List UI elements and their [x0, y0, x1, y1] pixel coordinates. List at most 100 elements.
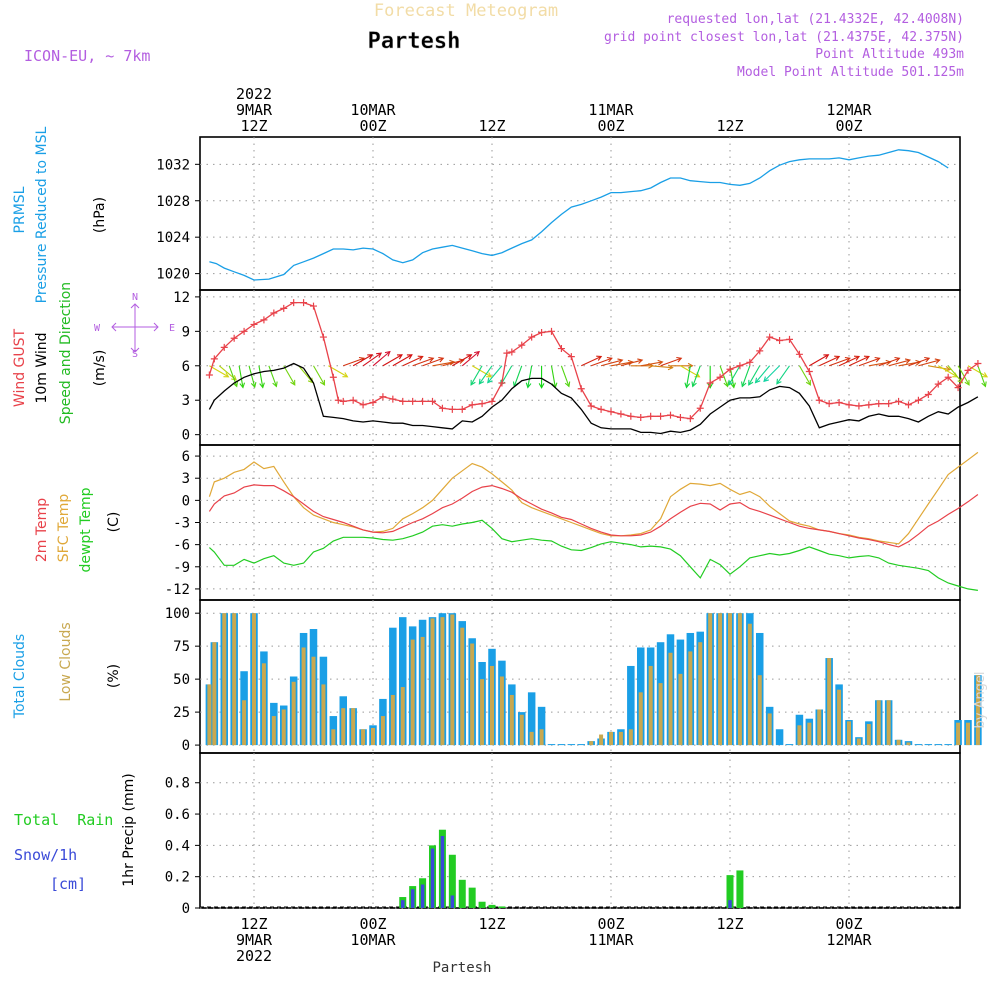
low-cloud-bar	[242, 700, 247, 746]
t2m-label: 2m Temp	[34, 498, 50, 562]
low-cloud-bar	[440, 617, 445, 746]
low-cloud-bar	[529, 731, 534, 746]
wind-speed-line	[208, 362, 979, 435]
low-cloud-bar	[232, 613, 237, 746]
temp-ytick-label: -12	[165, 582, 190, 598]
gust-marker	[458, 405, 466, 413]
wind-arrow	[487, 365, 503, 384]
gust-marker	[736, 362, 744, 370]
gust-marker	[756, 347, 764, 355]
clouds-panel: 0 25 50 75 100	[165, 599, 982, 754]
low-cloud-bar	[847, 721, 851, 746]
wind-arrow	[741, 365, 751, 388]
wind-arrow	[660, 356, 683, 367]
low-cloud-bar	[222, 613, 227, 746]
rain-bar	[736, 870, 744, 908]
wind-arrow-head	[231, 375, 238, 381]
snow-bar	[401, 900, 405, 908]
wind-arrow	[362, 352, 383, 367]
wind-arrow-shaft	[527, 365, 533, 388]
bottom-tick-label: 10MAR	[350, 931, 396, 949]
low-cloud-bar	[956, 722, 961, 746]
wind-arrow-head	[290, 379, 296, 386]
gust-marker	[319, 333, 327, 341]
gust-marker	[448, 405, 456, 413]
wind-arrow-shaft	[513, 365, 523, 387]
wind-arrow-shaft	[268, 365, 277, 387]
wind-arrow-shaft	[392, 354, 413, 367]
gust-marker	[696, 404, 704, 412]
wind-arrow-shaft	[650, 365, 673, 369]
low-cloud-bar	[618, 731, 623, 746]
wind-arrow	[610, 359, 634, 367]
wind-arrow-shaft	[362, 352, 382, 367]
low-cloud-bar	[698, 642, 703, 746]
wind-arrow-head	[763, 376, 769, 383]
wind-arrow-shaft	[763, 365, 780, 382]
wind-arrow-head	[272, 381, 278, 388]
bottom-tick-label: 00Z	[359, 915, 386, 933]
wind-arrow	[957, 365, 970, 386]
snow-bar	[728, 900, 732, 908]
top-tick-label: 00Z	[359, 117, 386, 135]
wind-arrow-head	[934, 358, 941, 364]
wind-unit: (m/s)	[92, 350, 108, 387]
low-cloud-bar	[837, 689, 842, 746]
wind-arrow-head	[723, 381, 729, 388]
wind-arrow	[590, 356, 613, 367]
compass-n: N	[132, 292, 138, 303]
dewpt-line	[208, 519, 978, 591]
wind-arrow	[858, 356, 881, 367]
wind-arrow-shaft	[298, 365, 314, 383]
low-cloud-bar	[906, 742, 911, 746]
low-cloud-bar	[757, 675, 762, 746]
low-cloud-bar	[856, 738, 861, 746]
wind-arrow-head	[657, 359, 664, 366]
wind-10m-label: 10m Wind	[34, 332, 50, 403]
wind-arrow-shaft	[918, 359, 940, 367]
gust-marker	[290, 299, 298, 307]
low-cloud-bar	[896, 739, 901, 746]
low-cloud-bar	[589, 741, 594, 746]
wind-arrow	[819, 355, 841, 367]
wind-arrow-shaft	[372, 351, 391, 367]
wind-arrow	[432, 359, 456, 367]
gust-marker	[587, 402, 595, 410]
gust-marker	[548, 327, 555, 335]
pressure-frame	[199, 136, 961, 291]
wind-arrow-shaft	[828, 357, 851, 367]
wind-arrow	[372, 350, 391, 367]
wind-arrow-head	[406, 354, 413, 360]
top-tick-label: 12Z	[716, 117, 743, 135]
wind-arrow-head	[904, 358, 912, 364]
compass-s: S	[132, 349, 138, 360]
gust-marker	[964, 366, 972, 374]
low-cloud-bar	[966, 722, 970, 746]
low-cloud-bar	[609, 731, 613, 746]
total-cloud-bar	[627, 665, 635, 746]
pressure-ytick-label: 1020	[156, 267, 190, 283]
prmsl-label: PRMSL	[12, 186, 28, 233]
bottom-tick-label: 12Z	[240, 915, 267, 933]
low-cloud-bar	[271, 716, 276, 746]
gust-marker	[835, 399, 843, 407]
gust-marker	[468, 401, 476, 409]
wind-ytick-label: 0	[182, 428, 190, 444]
low-cloud-bar	[321, 684, 326, 746]
gust-marker	[280, 304, 288, 312]
clouds-ytick-label: 100	[165, 606, 190, 622]
wind-arrow-head	[834, 355, 841, 361]
wind-arrow-shaft	[461, 351, 480, 367]
rain-bar	[468, 887, 476, 908]
low-cloud-bar	[876, 700, 881, 746]
pressure-ytick-label: 1028	[156, 194, 190, 210]
low-cloud-bar	[430, 618, 435, 746]
wind-arrow-head	[853, 355, 861, 361]
wind-arrow-head	[691, 381, 697, 388]
wind-arrow	[728, 365, 741, 386]
low-cloud-bar	[341, 708, 346, 746]
low-cloud-bar	[410, 639, 415, 746]
gust-marker	[617, 410, 625, 418]
